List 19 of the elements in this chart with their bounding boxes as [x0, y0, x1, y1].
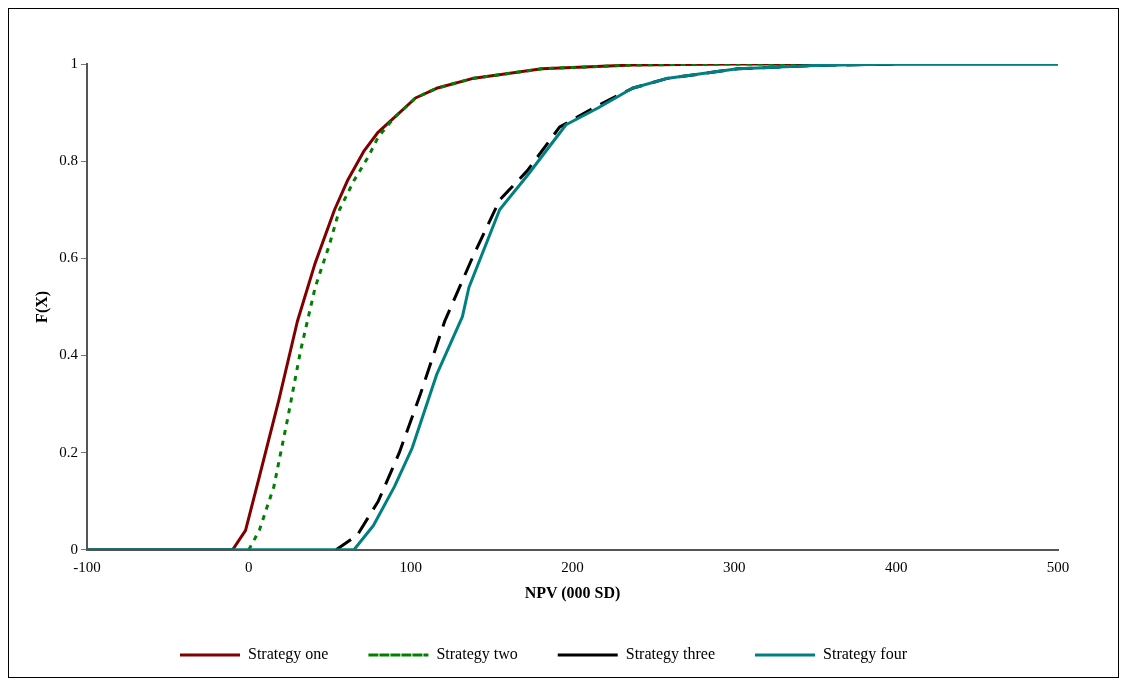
x-tick-label: 0	[245, 558, 253, 575]
x-tick-label: 100	[399, 558, 422, 575]
y-tick-label: 0.2	[59, 443, 78, 460]
x-tick-label: 400	[884, 558, 908, 575]
y-tick-label: 0	[70, 540, 78, 557]
y-tick-label: 0.4	[59, 346, 79, 363]
legend-label: Strategy one	[247, 645, 329, 664]
x-tick-label: 300	[723, 558, 746, 575]
legend-label: Strategy four	[823, 645, 908, 664]
y-axis-title: F(X)	[32, 290, 51, 323]
x-axis-title: NPV (000 SD)	[524, 583, 621, 602]
y-tick-label: 0.8	[59, 152, 78, 169]
x-tick-label: -100	[73, 558, 101, 575]
x-tick-label: 500	[1046, 558, 1070, 575]
legend-label: Strategy two	[436, 645, 518, 664]
y-tick-label: 0.6	[59, 249, 79, 266]
y-tick-label: 1	[70, 54, 78, 71]
x-tick-label: 200	[561, 558, 584, 575]
legend-label: Strategy three	[625, 645, 716, 664]
